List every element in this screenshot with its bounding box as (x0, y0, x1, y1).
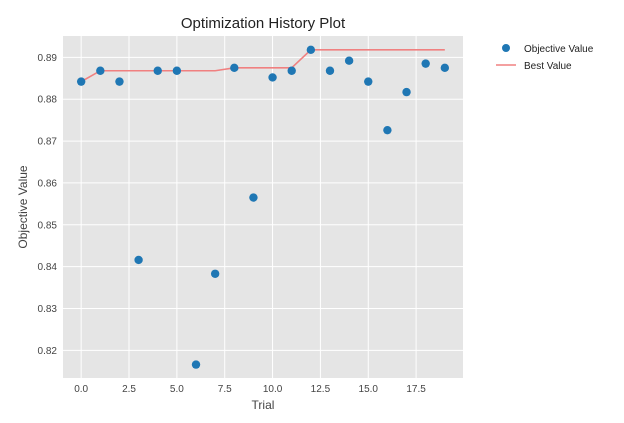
objective-value-point (325, 66, 335, 75)
y-tick-label: 0.88 (38, 95, 58, 106)
objective-value-point (440, 63, 450, 73)
objective-value-point (172, 66, 182, 75)
x-axis-label: Trial (252, 398, 275, 412)
y-axis-label: Objective Value (16, 165, 30, 248)
objective-value-series (76, 45, 450, 369)
objective-value-point (383, 125, 392, 135)
legend-label-objective-value: Objective Value (524, 44, 594, 55)
best-value-line (80, 49, 445, 83)
legend-label-best-value: Best Value (524, 61, 572, 72)
objective-value-point (134, 255, 143, 265)
y-tick-label: 0.83 (38, 304, 58, 315)
objective-value-point (402, 87, 411, 97)
x-tick-label: 15.0 (359, 384, 379, 395)
y-tick-label: 0.82 (38, 346, 58, 357)
objective-value-point (344, 56, 354, 65)
objective-value-point (287, 66, 296, 75)
x-tick-label: 12.5 (311, 384, 331, 395)
y-tick-label: 0.85 (38, 220, 58, 231)
objective-value-point (153, 66, 162, 75)
objective-value-point (249, 193, 258, 202)
legend-marker-objective-value (502, 44, 510, 52)
objective-value-point (230, 63, 239, 73)
y-tick-label: 0.86 (38, 178, 58, 189)
legend: Objective Value Best Value (496, 44, 594, 72)
x-tick-label: 0.0 (74, 384, 88, 395)
objective-value-point (191, 360, 201, 369)
objective-value-point (76, 77, 86, 86)
objective-value-point (115, 77, 124, 86)
chart-title: Optimization History Plot (181, 15, 346, 32)
x-tick-label: 7.5 (218, 384, 232, 395)
plot-area (63, 36, 463, 378)
objective-value-point (268, 73, 277, 82)
objective-value-point (306, 45, 316, 55)
x-tick-label: 10.0 (263, 384, 283, 395)
tick-labels: 0.0 2.5 5.0 7.5 10.0 12.5 15.0 17.5 0.82 0.83 0.84… (38, 53, 427, 395)
objective-value-point (96, 66, 105, 75)
y-tick-label: 0.87 (38, 137, 58, 148)
y-tick-label: 0.89 (38, 53, 58, 64)
objective-value-point (421, 59, 430, 68)
x-tick-label: 17.5 (406, 384, 426, 395)
grid-lines (63, 36, 463, 378)
x-tick-label: 5.0 (170, 384, 184, 395)
objective-value-point (210, 269, 220, 278)
y-tick-label: 0.84 (38, 262, 58, 273)
x-tick-label: 2.5 (122, 384, 136, 395)
objective-value-point (364, 77, 373, 86)
best-value-series (80, 49, 445, 83)
